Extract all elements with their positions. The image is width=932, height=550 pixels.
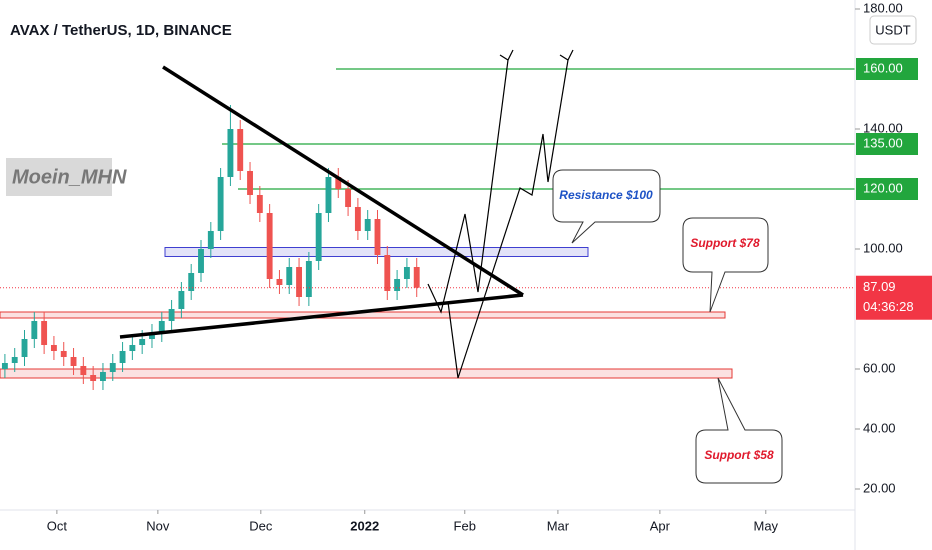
- x-tick-label: Oct: [47, 518, 68, 533]
- candle-body: [70, 357, 77, 366]
- candle-body: [237, 129, 244, 171]
- candle-body: [41, 321, 48, 345]
- y-tick-label: 100.00: [863, 240, 903, 255]
- trendline: [119, 293, 524, 339]
- level-badge: [856, 58, 918, 80]
- candle-body: [149, 333, 155, 339]
- candle-body: [315, 213, 322, 261]
- currency[interactable]: USDT: [875, 22, 910, 37]
- price-zone: [0, 368, 733, 379]
- candle-body: [158, 321, 165, 333]
- candle-body: [139, 339, 146, 345]
- candle-body: [168, 309, 175, 321]
- last-price-badge: [856, 275, 932, 320]
- candle-body: [11, 357, 18, 363]
- candle-body: [364, 219, 371, 231]
- candle-body: [403, 267, 410, 279]
- arrow-head: [499, 49, 514, 61]
- candle-body: [296, 267, 302, 297]
- candle-body: [129, 345, 136, 351]
- drawings: [119, 49, 574, 379]
- annotation: Support $58: [704, 448, 774, 462]
- candle-body: [266, 213, 273, 279]
- candle-body: [256, 195, 263, 213]
- candle-body: [198, 249, 204, 273]
- candle-body: [50, 345, 57, 351]
- level-badge: [856, 178, 918, 200]
- callouts: [552, 169, 783, 484]
- callout-box: [552, 169, 661, 244]
- x-tick-label: 2022: [350, 518, 379, 533]
- candle-body: [188, 273, 195, 291]
- candle-body: [345, 189, 352, 207]
- candle-body: [90, 375, 97, 381]
- y-tick-label: 140.00: [863, 120, 903, 135]
- candle-body: [247, 171, 253, 195]
- x-tick-label: Nov: [146, 518, 170, 533]
- currency-box[interactable]: [869, 15, 917, 45]
- annotation: Support $78: [690, 236, 760, 250]
- candle-body: [413, 267, 420, 288]
- y-tick-label: 60.00: [863, 360, 896, 375]
- projection-path: [447, 59, 569, 379]
- x-tick-label: Dec: [249, 518, 273, 533]
- x-tick-label: May: [753, 518, 778, 533]
- candle-body: [31, 321, 38, 339]
- plot-area: [0, 68, 855, 390]
- y-tick-label: 40.00: [863, 420, 896, 435]
- candle-body: [305, 261, 312, 297]
- x-tick-label: Mar: [547, 518, 570, 533]
- candle-body: [1, 363, 8, 369]
- arrow-head: [559, 49, 574, 61]
- candle-body: [109, 363, 116, 372]
- candle-body: [276, 279, 283, 285]
- callout-box: [695, 377, 783, 484]
- annotation: Resistance $100: [559, 188, 653, 202]
- candle-body: [119, 351, 126, 363]
- y-tick-label: 20.00: [863, 480, 896, 495]
- candle-body: [178, 291, 185, 309]
- level-label: 135.00: [863, 135, 903, 150]
- x-tick-label: Feb: [454, 518, 476, 533]
- candle-body: [21, 339, 28, 357]
- y-tick-label: 180.00: [863, 0, 903, 15]
- candle-body: [227, 129, 234, 177]
- candle-body: [286, 267, 293, 285]
- projection-path: [427, 59, 509, 314]
- level-label: 160.00: [863, 60, 903, 75]
- candle-body: [207, 231, 214, 249]
- candle-body: [335, 177, 342, 189]
- candle-body: [80, 366, 87, 375]
- callout-box: [682, 217, 769, 313]
- level-badge: [856, 133, 918, 155]
- candle-body: [384, 255, 391, 291]
- watermark-box: [6, 158, 112, 196]
- candle-body: [325, 177, 332, 213]
- candle-body: [217, 177, 224, 231]
- watermark: Moein_MHN: [12, 166, 127, 188]
- candle-body: [60, 351, 67, 357]
- trendline: [162, 65, 524, 297]
- candle-body: [100, 372, 106, 381]
- candle-body: [374, 219, 381, 255]
- candle-body: [394, 279, 401, 291]
- last-price-label: 87.09: [863, 279, 896, 294]
- level-label: 120.00: [863, 180, 903, 195]
- candle-body: [354, 207, 361, 231]
- x-tick-label: Apr: [650, 518, 671, 533]
- countdown: 04:36:28: [863, 299, 914, 314]
- chart-title: AVAX / TetherUS, 1D, BINANCE: [10, 22, 232, 39]
